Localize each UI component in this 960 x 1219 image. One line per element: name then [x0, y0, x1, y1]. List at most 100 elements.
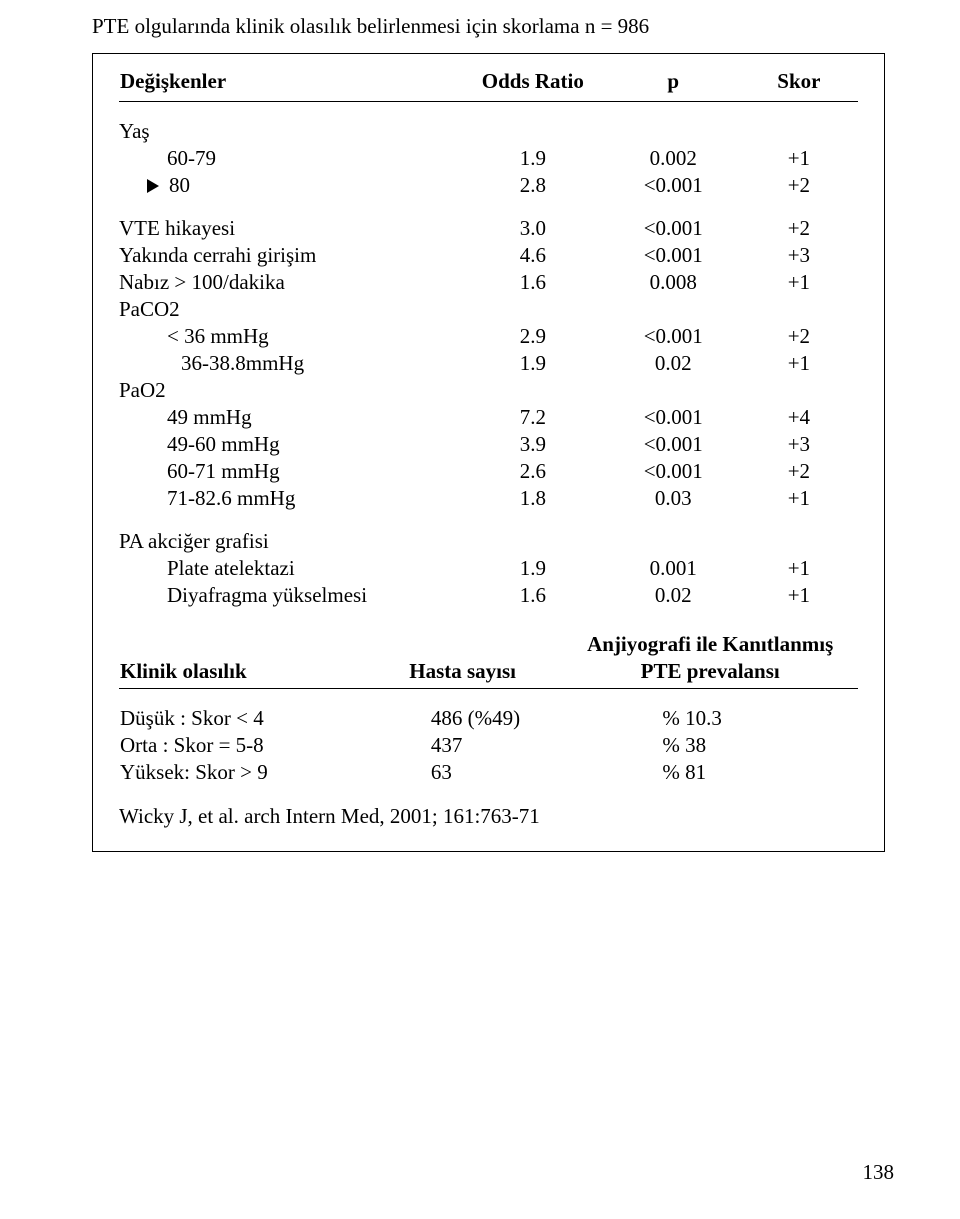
- row-value: <0.001: [607, 458, 740, 485]
- row-value: 1.9: [459, 555, 607, 582]
- row-value: +4: [740, 404, 858, 431]
- row-label: 49 mmHg: [119, 404, 459, 431]
- table-row: PA akciğer grafisi: [119, 528, 858, 555]
- row-value: 3.9: [459, 431, 607, 458]
- row-value: 2.8: [459, 172, 607, 199]
- row-value: 63: [363, 759, 563, 786]
- table-row: Diyafragma yükselmesi 1.6 0.02 +1: [119, 582, 858, 609]
- row-label: Düşük : Skor < 4: [119, 705, 363, 732]
- col-header: Hasta sayısı: [363, 658, 563, 685]
- col-header: Değişkenler: [119, 68, 459, 98]
- row-value: 7.2: [459, 404, 607, 431]
- table-header-row: Klinik olasılık Hasta sayısı PTE prevala…: [119, 658, 858, 685]
- row-value: 1.8: [459, 485, 607, 512]
- table-row: 49-60 mmHg 3.9 <0.001 +3: [119, 431, 858, 458]
- table-row: < 36 mmHg 2.9 <0.001 +2: [119, 323, 858, 350]
- table-row: 60-71 mmHg 2.6 <0.001 +2: [119, 458, 858, 485]
- row-value: <0.001: [607, 404, 740, 431]
- group-label: PaCO2: [119, 296, 459, 323]
- col-header: Anjiyografi ile Kanıtlanmış: [562, 631, 858, 658]
- row-label: 80: [119, 172, 459, 199]
- row-value: +1: [740, 269, 858, 296]
- table-header-row: Anjiyografi ile Kanıtlanmış: [119, 631, 858, 658]
- row-value: 0.02: [607, 582, 740, 609]
- row-label: Nabız > 100/dakika: [119, 269, 459, 296]
- col-header: Skor: [740, 68, 858, 98]
- row-label: 49-60 mmHg: [119, 431, 459, 458]
- row-label: 60-79: [119, 145, 459, 172]
- row-value: 1.6: [459, 269, 607, 296]
- col-header: PTE prevalansı: [562, 658, 858, 685]
- arrow-icon: [147, 179, 159, 193]
- row-label: 36-38.8mmHg: [119, 350, 459, 377]
- scoring-table: Değişkenler Odds Ratio p Skor Yaş 60-79 …: [119, 68, 858, 609]
- table-row: PaO2: [119, 377, 858, 404]
- group-label: PA akciğer grafisi: [119, 528, 459, 555]
- row-value: 1.9: [459, 145, 607, 172]
- table-row: 49 mmHg 7.2 <0.001 +4: [119, 404, 858, 431]
- table-row: Yaş: [119, 118, 858, 145]
- row-value: 0.008: [607, 269, 740, 296]
- row-value: 1.9: [459, 350, 607, 377]
- table-row: PaCO2: [119, 296, 858, 323]
- page-title: PTE olgularında klinik olasılık belirlen…: [92, 14, 885, 39]
- page-number: 138: [863, 1160, 895, 1185]
- row-value: 2.9: [459, 323, 607, 350]
- col-header: Odds Ratio: [459, 68, 607, 98]
- row-value: % 38: [562, 732, 858, 759]
- table-row: VTE hikayesi 3.0 <0.001 +2: [119, 215, 858, 242]
- row-value: 0.02: [607, 350, 740, 377]
- table-row: Plate atelektazi 1.9 0.001 +1: [119, 555, 858, 582]
- row-value: +2: [740, 215, 858, 242]
- row-value: +1: [740, 350, 858, 377]
- row-value: +2: [740, 172, 858, 199]
- row-value: 1.6: [459, 582, 607, 609]
- row-value: <0.001: [607, 172, 740, 199]
- row-label: < 36 mmHg: [119, 323, 459, 350]
- row-value: <0.001: [607, 215, 740, 242]
- row-label-text: 80: [169, 173, 190, 197]
- table-row: 71-82.6 mmHg 1.8 0.03 +1: [119, 485, 858, 512]
- row-value: 0.001: [607, 555, 740, 582]
- row-label: Plate atelektazi: [119, 555, 459, 582]
- row-value: % 81: [562, 759, 858, 786]
- row-label: Yüksek: Skor > 9: [119, 759, 363, 786]
- table-row: Orta : Skor = 5-8 437 % 38: [119, 732, 858, 759]
- table-row: Yüksek: Skor > 9 63 % 81: [119, 759, 858, 786]
- row-label: Orta : Skor = 5-8: [119, 732, 363, 759]
- table-row: 60-79 1.9 0.002 +1: [119, 145, 858, 172]
- col-header: Klinik olasılık: [119, 658, 363, 685]
- row-label: 60-71 mmHg: [119, 458, 459, 485]
- row-value: 4.6: [459, 242, 607, 269]
- row-value: % 10.3: [562, 705, 858, 732]
- row-value: +1: [740, 582, 858, 609]
- row-value: +1: [740, 145, 858, 172]
- group-label: Yaş: [119, 118, 459, 145]
- table-row: Yakında cerrahi girişim 4.6 <0.001 +3: [119, 242, 858, 269]
- row-value: <0.001: [607, 242, 740, 269]
- row-value: 486 (%49): [363, 705, 563, 732]
- row-value: +2: [740, 458, 858, 485]
- row-label: 71-82.6 mmHg: [119, 485, 459, 512]
- group-label: PaO2: [119, 377, 459, 404]
- prevalence-table: Anjiyografi ile Kanıtlanmış Klinik olası…: [119, 615, 858, 786]
- row-value: <0.001: [607, 431, 740, 458]
- row-label: VTE hikayesi: [119, 215, 459, 242]
- row-value: 3.0: [459, 215, 607, 242]
- row-value: <0.001: [607, 323, 740, 350]
- col-header: p: [607, 68, 740, 98]
- row-value: +3: [740, 431, 858, 458]
- row-value: +1: [740, 485, 858, 512]
- table-row: Düşük : Skor < 4 486 (%49) % 10.3: [119, 705, 858, 732]
- reference-citation: Wicky J, et al. arch Intern Med, 2001; 1…: [119, 804, 858, 829]
- row-value: 0.002: [607, 145, 740, 172]
- table-header-row: Değişkenler Odds Ratio p Skor: [119, 68, 858, 98]
- table-row: 36-38.8mmHg 1.9 0.02 +1: [119, 350, 858, 377]
- content-box: Değişkenler Odds Ratio p Skor Yaş 60-79 …: [92, 53, 885, 852]
- row-value: +1: [740, 555, 858, 582]
- row-value: +2: [740, 323, 858, 350]
- table-row: Nabız > 100/dakika 1.6 0.008 +1: [119, 269, 858, 296]
- row-value: 0.03: [607, 485, 740, 512]
- row-value: 437: [363, 732, 563, 759]
- row-label: Yakında cerrahi girişim: [119, 242, 459, 269]
